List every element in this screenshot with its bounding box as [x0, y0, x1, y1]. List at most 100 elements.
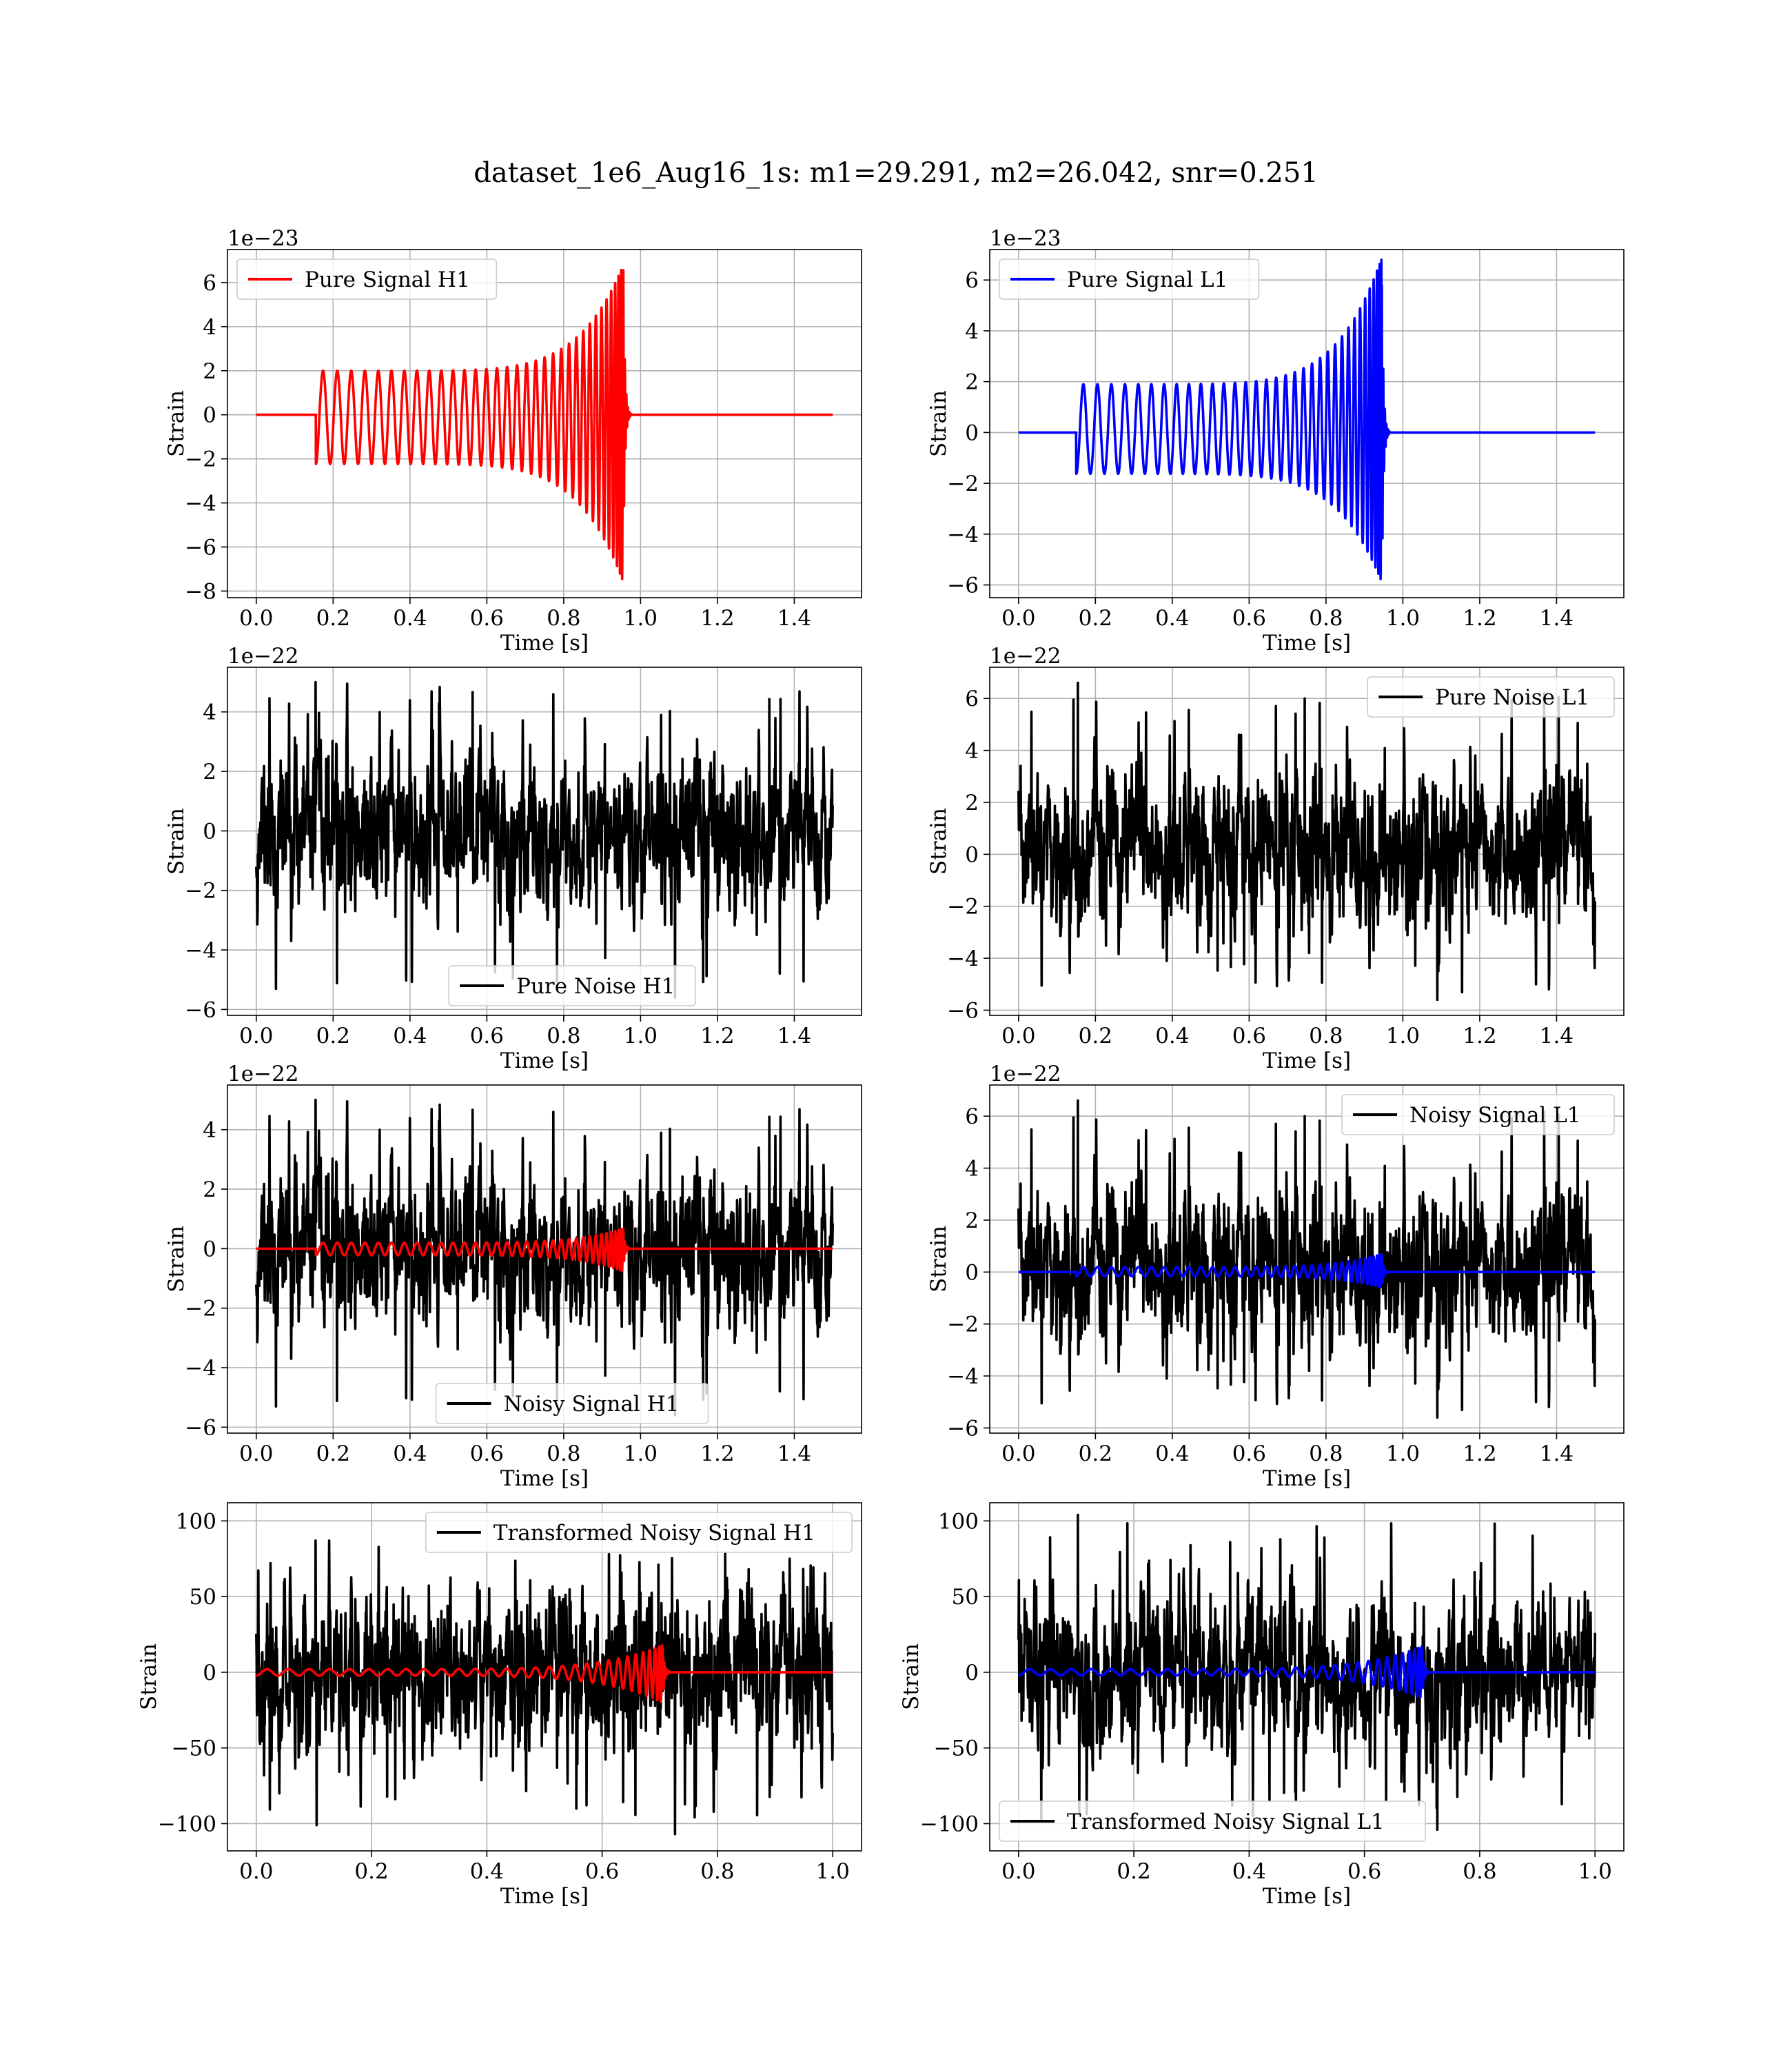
y-tick-label: 0	[203, 403, 216, 428]
x-tick-label: 0.2	[354, 1859, 388, 1884]
series-line-noisy-signal-h1-0	[255, 1098, 834, 1417]
axes-frame	[989, 667, 1625, 1016]
axes-frame	[989, 1084, 1625, 1434]
x-tick-label: 1.4	[1540, 606, 1574, 631]
legend-label: Noisy Signal H1	[504, 1392, 680, 1417]
x-tick-label: 0.8	[1309, 1024, 1343, 1048]
x-tick-label: 0.6	[470, 1024, 504, 1048]
x-tick-label: 0.4	[1155, 1024, 1189, 1048]
x-tick-label: 0.6	[470, 1441, 504, 1466]
legend-label: Pure Noise L1	[1435, 685, 1589, 710]
legend: Transformed Noisy Signal L1	[999, 1801, 1427, 1842]
y-axis-label: Strain	[899, 1643, 924, 1710]
legend: Noisy Signal L1	[1341, 1094, 1615, 1135]
legend: Pure Noise L1	[1367, 676, 1615, 718]
x-tick-label: 0.2	[316, 1441, 350, 1466]
x-tick-label: 1.4	[1540, 1441, 1574, 1466]
y-offset-text: 1e−22	[990, 644, 1061, 669]
x-tick-label: 0.8	[700, 1859, 734, 1884]
x-axis-label: Time [s]	[500, 1466, 589, 1491]
x-tick-label: 1.2	[700, 606, 734, 631]
x-tick-label: 0.0	[1001, 1859, 1035, 1884]
x-tick-label: 0.0	[239, 1441, 273, 1466]
x-tick-label: 1.0	[1386, 606, 1420, 631]
y-tick-label: 6	[965, 687, 979, 711]
y-tick-label: −2	[947, 895, 979, 920]
panel-pure-noise-h1: 0.0 0.2 0.4 0.6 0.8 1.0 1.2 1.4 −6 −4 −2 0 2 4 Time [s…	[164, 644, 862, 1073]
y-tick-label: 2	[203, 359, 216, 384]
x-tick-label: 1.0	[1578, 1859, 1612, 1884]
series-line-noisy-signal-l1-1	[1017, 1253, 1596, 1288]
y-tick-label: −4	[947, 523, 979, 547]
x-tick-label: 1.2	[1463, 606, 1496, 631]
x-tick-label: 0.0	[1001, 606, 1035, 631]
series-line-transformed-noisy-signal-l1-1	[1017, 1645, 1596, 1699]
x-tick-label: 1.4	[777, 1024, 811, 1048]
x-axis-label: Time [s]	[500, 1884, 589, 1909]
x-tick-label: 1.4	[777, 1441, 811, 1466]
legend-label: Pure Signal L1	[1067, 267, 1228, 292]
plot-area	[227, 250, 862, 598]
panel-noisy-signal-h1: 0.0 0.2 0.4 0.6 0.8 1.0 1.2 1.4 −6 −4 −2 0 2 4 Time [s…	[164, 1062, 862, 1491]
series-line-noisy-signal-h1-1	[255, 1228, 834, 1273]
legend-label: Pure Signal H1	[305, 267, 470, 292]
y-offset-text: 1e−23	[227, 226, 299, 251]
y-tick-label: −2	[947, 472, 979, 496]
panel-transformed-noisy-signal-h1: 0.0 0.2 0.4 0.6 0.8 1.0 −100 −50 0 50 100 Time [s] S…	[136, 1502, 862, 1909]
axes-frame	[227, 667, 862, 1016]
y-tick-label: −100	[158, 1812, 216, 1836]
x-tick-label: 0.4	[1155, 606, 1189, 631]
y-tick-label: 6	[965, 268, 979, 293]
y-tick-label: −50	[172, 1736, 216, 1761]
y-offset-text: 1e−23	[990, 226, 1061, 251]
x-tick-label: 0.0	[1001, 1024, 1035, 1048]
y-tick-label: 4	[203, 700, 216, 725]
y-tick-label: 6	[965, 1104, 979, 1129]
series-line-transformed-noisy-signal-h1-0	[255, 1539, 834, 1836]
y-offset-text: 1e−22	[990, 1062, 1061, 1086]
x-tick-label: 0.8	[547, 606, 580, 631]
legend: Pure Noise H1	[448, 965, 696, 1006]
x-tick-label: 0.2	[1079, 606, 1112, 631]
panel-transformed-noisy-signal-l1: 0.0 0.2 0.4 0.6 0.8 1.0 −100 −50 0 50 100 Time [s] S…	[899, 1502, 1625, 1909]
y-axis-label: Strain	[136, 1643, 161, 1710]
y-tick-label: 0	[965, 420, 979, 445]
y-tick-label: −4	[947, 946, 979, 971]
y-tick-label: −4	[185, 1356, 216, 1381]
y-tick-label: 0	[965, 842, 979, 867]
y-tick-label: 0	[965, 1260, 979, 1285]
x-tick-label: 1.2	[700, 1441, 734, 1466]
legend: Pure Signal L1	[999, 258, 1260, 300]
legend: Pure Signal H1	[236, 258, 498, 300]
legend-box	[1367, 676, 1615, 718]
y-tick-label: 4	[965, 739, 979, 764]
y-tick-label: −2	[947, 1312, 979, 1337]
x-tick-label: 0.2	[1079, 1024, 1112, 1048]
series-line-noisy-signal-l1-0	[1017, 1099, 1596, 1419]
series-line-transformed-noisy-signal-h1-1	[255, 1644, 834, 1703]
y-tick-label: −100	[920, 1812, 979, 1836]
x-tick-label: 0.6	[1347, 1859, 1381, 1884]
y-tick-label: 4	[203, 1118, 216, 1143]
legend: Transformed Noisy Signal H1	[425, 1512, 853, 1553]
y-tick-label: 6	[203, 271, 216, 296]
x-tick-label: 0.4	[393, 1441, 427, 1466]
legend-box	[448, 965, 696, 1006]
y-tick-label: −2	[185, 879, 216, 904]
y-axis-label: Strain	[164, 1226, 189, 1292]
x-tick-label: 1.0	[624, 1024, 658, 1048]
x-axis-label: Time [s]	[1263, 1466, 1351, 1491]
y-axis-label: Strain	[164, 390, 189, 457]
x-tick-label: 1.0	[1386, 1441, 1420, 1466]
x-tick-label: 0.6	[470, 606, 504, 631]
y-tick-label: −6	[185, 535, 216, 560]
y-tick-label: −6	[185, 997, 216, 1022]
x-tick-label: 0.6	[1232, 606, 1266, 631]
x-tick-label: 0.6	[1232, 1441, 1266, 1466]
x-tick-label: 1.0	[816, 1859, 850, 1884]
y-tick-label: 2	[965, 1208, 979, 1233]
y-tick-label: −6	[947, 574, 979, 598]
x-tick-label: 0.8	[1309, 606, 1343, 631]
series-line-pure-noise-l1-0	[1017, 681, 1596, 1002]
